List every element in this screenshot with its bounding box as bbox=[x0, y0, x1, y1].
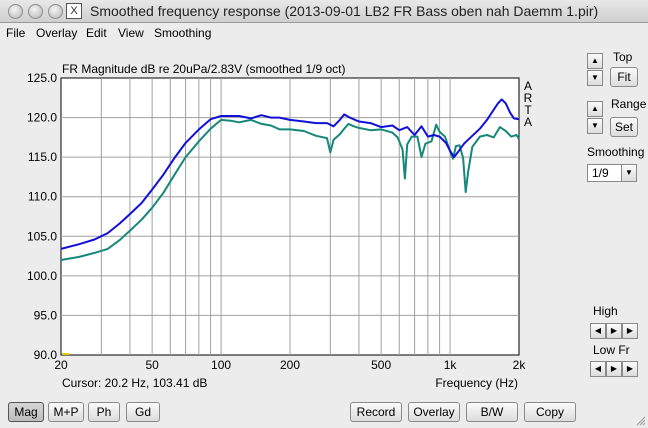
range-label: Range bbox=[611, 97, 647, 111]
y-tick-label: 100.0 bbox=[27, 269, 57, 283]
fit-button[interactable]: Fit bbox=[610, 67, 638, 87]
side-label-letter: T bbox=[524, 103, 532, 117]
x-tick-label: 100 bbox=[211, 358, 231, 372]
copy-button[interactable]: Copy bbox=[524, 402, 576, 422]
arrow-down-icon: ▼ bbox=[591, 73, 599, 82]
y-tick-label: 115.0 bbox=[28, 150, 57, 164]
y-tick-label: 120.0 bbox=[27, 111, 57, 125]
x-tick-label: 2k bbox=[513, 358, 527, 372]
low-right-button[interactable]: ▶ bbox=[606, 361, 622, 377]
arrow-down-icon: ▼ bbox=[591, 121, 599, 130]
top-label: Top bbox=[613, 50, 633, 64]
overlay-button[interactable]: Overlay bbox=[408, 402, 460, 422]
m-plus-p-button[interactable]: M+P bbox=[48, 402, 84, 422]
y-tick-label: 105.0 bbox=[27, 229, 57, 243]
side-label-letter: A bbox=[524, 115, 532, 129]
menu-bar: File Overlay Edit View Smoothing bbox=[0, 23, 648, 43]
side-label-letter: R bbox=[524, 91, 533, 105]
menu-view[interactable]: View bbox=[118, 26, 144, 40]
ph-button[interactable]: Ph bbox=[88, 402, 120, 422]
arrow-right-icon: ▶ bbox=[610, 326, 618, 335]
gd-button[interactable]: Gd bbox=[126, 402, 160, 422]
title-bar: X Smoothed frequency response (2013-09-0… bbox=[0, 0, 648, 23]
y-tick-label: 95.0 bbox=[34, 308, 58, 322]
top-down-button[interactable]: ▼ bbox=[587, 70, 603, 86]
side-label-letter: A bbox=[524, 79, 532, 93]
arrow-up-icon: ▲ bbox=[591, 56, 599, 65]
arrow-up-icon: ▲ bbox=[591, 104, 599, 113]
range-down-button[interactable]: ▼ bbox=[587, 118, 603, 134]
y-tick-label: 110.0 bbox=[28, 190, 57, 204]
chart-title: FR Magnitude dB re 20uPa/2.83V (smoothed… bbox=[62, 62, 346, 76]
x-tick-label: 50 bbox=[145, 358, 159, 372]
y-tick-label: 125.0 bbox=[27, 71, 57, 85]
frequency-response-plot[interactable]: 90.0 95.0 100.0 105.0 110.0 115.0 120.0 125.0 2… bbox=[0, 45, 580, 395]
x-tick-label: 500 bbox=[371, 358, 391, 372]
arrow-left-icon: ◀ bbox=[594, 364, 602, 373]
high-left-button[interactable]: ◀ bbox=[590, 323, 606, 339]
low-left-button[interactable]: ◀ bbox=[590, 361, 606, 377]
x-axis-label: Frequency (Hz) bbox=[435, 376, 518, 390]
x11-app-icon: X bbox=[66, 3, 82, 19]
response-curve bbox=[60, 118, 520, 261]
y-tick-label: 90.0 bbox=[34, 348, 58, 362]
low-fr-label: Low Fr bbox=[593, 343, 630, 357]
menu-edit[interactable]: Edit bbox=[86, 26, 107, 40]
arrow-right-icon: ▶ bbox=[610, 364, 618, 373]
set-button[interactable]: Set bbox=[610, 117, 638, 137]
arrow-right-icon: ▶ bbox=[626, 326, 634, 335]
range-up-button[interactable]: ▲ bbox=[587, 101, 603, 117]
minimize-window-button[interactable] bbox=[28, 4, 43, 19]
bw-button[interactable]: B/W bbox=[466, 402, 518, 422]
zoom-window-button[interactable] bbox=[48, 4, 63, 19]
high-right-button[interactable]: ▶ bbox=[606, 323, 622, 339]
low-extend-button[interactable]: ▶ bbox=[622, 361, 638, 377]
window-title: Smoothed frequency response (2013-09-01 … bbox=[90, 3, 599, 19]
x-tick-label: 200 bbox=[280, 358, 300, 372]
smoothing-label: Smoothing bbox=[587, 145, 645, 159]
record-button[interactable]: Record bbox=[350, 402, 402, 422]
x-tick-label: 1k bbox=[444, 358, 458, 372]
high-extend-button[interactable]: ▶ bbox=[622, 323, 638, 339]
chevron-down-icon: ▼ bbox=[621, 165, 636, 181]
mag-button[interactable]: Mag bbox=[8, 402, 44, 422]
response-curve bbox=[60, 98, 520, 250]
close-window-button[interactable] bbox=[8, 4, 23, 19]
menu-overlay[interactable]: Overlay bbox=[36, 26, 78, 40]
x-tick-label: 20 bbox=[54, 358, 68, 372]
top-up-button[interactable]: ▲ bbox=[587, 53, 603, 69]
resize-grip-icon[interactable] bbox=[636, 416, 646, 426]
arrow-left-icon: ◀ bbox=[594, 326, 602, 335]
smoothing-select[interactable]: 1/9 ▼ bbox=[587, 164, 637, 182]
cursor-readout: Cursor: 20.2 Hz, 103.41 dB bbox=[62, 376, 207, 390]
menu-smoothing[interactable]: Smoothing bbox=[154, 26, 212, 40]
menu-file[interactable]: File bbox=[6, 26, 26, 40]
arrow-right-icon: ▶ bbox=[626, 364, 634, 373]
smoothing-value: 1/9 bbox=[592, 166, 609, 180]
high-label: High bbox=[593, 304, 618, 318]
